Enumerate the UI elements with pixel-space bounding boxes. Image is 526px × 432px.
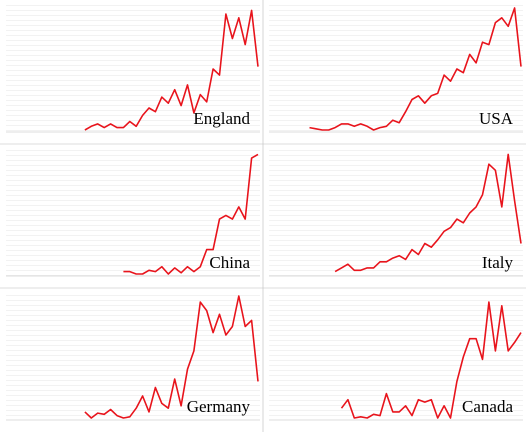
panel-backgrounds — [6, 4, 523, 420]
data-line — [340, 301, 522, 419]
panel-title: USA — [479, 109, 514, 128]
panel-title: China — [209, 253, 250, 272]
panel-title: England — [193, 109, 250, 128]
panel-title: Canada — [462, 397, 513, 416]
data-line — [84, 9, 259, 131]
panel-title: Germany — [187, 397, 251, 416]
data-line — [309, 7, 522, 131]
data-line — [84, 295, 259, 419]
data-line — [334, 153, 522, 273]
data-line — [123, 153, 259, 275]
panel-title: Italy — [482, 253, 514, 272]
